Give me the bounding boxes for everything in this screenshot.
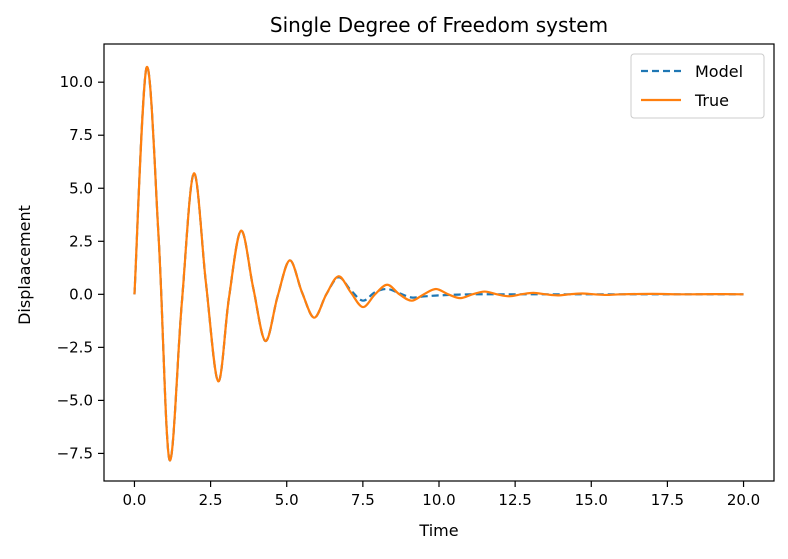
- x-tick-label: 17.5: [651, 491, 684, 509]
- y-tick-label: −7.5: [57, 444, 93, 462]
- y-tick-label: 7.5: [69, 126, 93, 144]
- plot-frame: [103, 43, 775, 482]
- y-tick-label: −2.5: [57, 338, 93, 356]
- legend: Model True: [630, 53, 765, 119]
- x-axis-label: Time: [418, 521, 458, 540]
- y-tick-label: 0.0: [69, 285, 93, 303]
- legend-label-true: True: [694, 91, 729, 110]
- x-tick-label: 7.5: [351, 491, 375, 509]
- y-tick-label: 10.0: [60, 73, 93, 91]
- x-tick-label: 5.0: [275, 491, 299, 509]
- x-tick-label: 2.5: [199, 491, 223, 509]
- x-tick-label: 10.0: [422, 491, 455, 509]
- y-tick-label: 2.5: [69, 232, 93, 250]
- y-tick-label: −5.0: [57, 391, 93, 409]
- chart-title: Single Degree of Freedom system: [270, 13, 608, 37]
- x-tick-label: 20.0: [727, 491, 760, 509]
- series-layer: [133, 66, 744, 462]
- axis-ticks: 0.0 2.5 5.0 7.5 10.0 12.5 15.0 17.5 20.0 −7.5 −5.0…: [57, 73, 761, 509]
- legend-label-model: Model: [695, 62, 743, 81]
- series-line-true: [133, 66, 744, 462]
- x-tick-label: 0.0: [123, 491, 147, 509]
- y-axis-label: Displaacement: [15, 205, 34, 325]
- y-tick-label: 5.0: [69, 179, 93, 197]
- x-tick-label: 15.0: [575, 491, 608, 509]
- x-tick-label: 12.5: [498, 491, 531, 509]
